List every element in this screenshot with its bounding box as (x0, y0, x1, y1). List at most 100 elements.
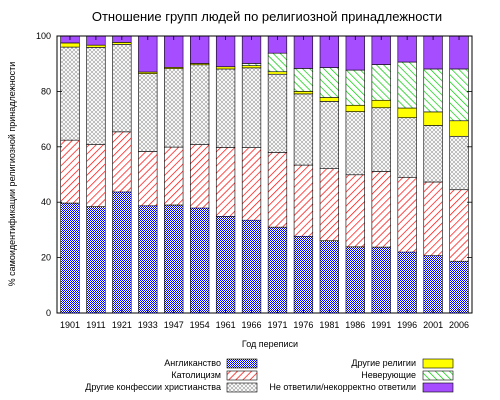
bar-segment-1976-3 (293, 91, 314, 95)
bar-segment-1986-4 (345, 69, 365, 106)
y-axis-label: % самоидентификации религиозной принадле… (7, 62, 17, 287)
bar-segment-2001-5 (423, 35, 443, 70)
bar-segment-2006-0 (449, 260, 469, 314)
bar-segment-2001-4 (423, 68, 443, 113)
bar-segment-1901-2 (60, 46, 80, 141)
bar-segment-2006-5 (449, 35, 469, 70)
y-tick-label: 40 (41, 197, 51, 207)
legend-swatch (226, 370, 258, 381)
bar-segment-1966-0 (241, 219, 262, 314)
x-tick-label: 1961 (216, 320, 236, 330)
bar-segment-1966-4 (241, 63, 262, 66)
bar-segment-1976-2 (293, 93, 314, 166)
bar-segment-1954-0 (190, 207, 210, 314)
bar-segment-1971-2 (267, 73, 288, 153)
x-tick-label: 1996 (397, 320, 417, 330)
bar-segment-1901-3 (60, 42, 80, 48)
plot-frame (56, 35, 473, 314)
bar-segment-1976-0 (293, 235, 314, 314)
bar-segment-1981-0 (319, 240, 339, 314)
legend-item: Другие религии (351, 358, 454, 369)
bar-segment-1996-0 (397, 251, 417, 314)
bar-segment-1947-1 (164, 146, 184, 206)
bar-segment-1933-1 (138, 151, 158, 207)
y-tick-label: 80 (41, 86, 51, 96)
bar-segment-1947-2 (164, 68, 184, 148)
y-tick-label: 60 (41, 142, 51, 152)
bar-segment-1971-0 (267, 226, 288, 314)
bar-segment-1996-2 (397, 117, 417, 178)
bar-segment-1911-1 (86, 144, 106, 207)
legend-label: Другие религии (351, 358, 416, 368)
x-tick-label: 1933 (138, 320, 158, 330)
bar-segment-1921-1 (112, 131, 132, 193)
legend-swatch (422, 382, 454, 393)
bar-segment-1911-0 (86, 206, 106, 314)
legend-swatch (226, 382, 258, 393)
y-tick-label: 20 (41, 253, 51, 263)
x-tick-label: 1921 (112, 320, 132, 330)
legend-item: Другие конфессии христианства (85, 382, 258, 393)
bar-segment-2006-4 (449, 68, 469, 122)
legend-label: Англиканство (164, 358, 221, 368)
bar-segment-1954-2 (190, 64, 210, 145)
chart-title: Отношение групп людей по религиозной при… (92, 9, 442, 24)
bar-segment-1991-4 (371, 64, 391, 101)
bar-segment-2001-1 (423, 181, 443, 256)
bar-segment-2006-1 (449, 189, 469, 262)
bar-segment-1921-2 (112, 44, 132, 133)
bar-segment-1947-5 (164, 35, 184, 68)
x-tick-label: 2006 (449, 320, 469, 330)
bar-segment-1921-0 (112, 191, 132, 314)
bar-segment-1991-2 (371, 107, 391, 172)
bar-segment-1933-2 (138, 73, 158, 152)
bar-segment-1986-3 (345, 104, 365, 112)
legend-label: Другие конфессии христианства (85, 382, 221, 392)
bar-segment-1991-1 (371, 171, 391, 248)
bar-segment-1976-1 (293, 164, 314, 237)
x-axis: 1901 1911 1921 1933 1947 1954 1961 1966 1971 1976… (60, 36, 469, 330)
bar-segment-1911-3 (86, 44, 106, 48)
x-tick-label: 1981 (319, 320, 339, 330)
bar-segment-1996-1 (397, 176, 417, 253)
bar-segment-1986-1 (345, 174, 365, 248)
bar-segment-1947-0 (164, 204, 184, 314)
bar-segment-2006-3 (449, 120, 469, 137)
bar-segment-1981-3 (319, 97, 339, 102)
y-axis: 0 20 40 60 80 100 (36, 31, 472, 318)
x-tick-label: 2001 (423, 320, 443, 330)
bar-segment-1911-2 (86, 47, 106, 145)
bar-segment-1961-2 (215, 68, 236, 148)
bar-segment-1986-2 (345, 111, 365, 176)
bar-segment-1966-1 (241, 147, 262, 221)
x-axis-label: Год переписи (242, 339, 298, 349)
legend-label: Неверующие (361, 370, 416, 380)
legend: Англиканство Католицизм Другие конфессии х… (85, 358, 454, 393)
bar-segment-2001-0 (423, 255, 443, 314)
bar-segment-2006-2 (449, 135, 469, 191)
bar-segment-1966-2 (241, 67, 262, 148)
bar-segment-1901-0 (60, 202, 80, 314)
bar-segment-2001-3 (423, 111, 443, 126)
x-tick-label: 1954 (190, 320, 210, 330)
legend-item: Католицизм (171, 370, 258, 381)
bar-segment-1961-1 (215, 147, 236, 217)
y-tick-label: 0 (46, 308, 51, 318)
bar-segment-1996-3 (397, 107, 417, 119)
bar-segment-1954-1 (190, 144, 210, 209)
bar-segment-1991-3 (371, 99, 391, 109)
legend-label: Не ответили/некорректно ответили (269, 382, 416, 392)
legend-item: Не ответили/некорректно ответили (269, 382, 454, 393)
bar-segment-1986-5 (345, 35, 365, 71)
bar-segment-1933-0 (138, 205, 158, 314)
bar-segment-1991-0 (371, 246, 391, 314)
legend-item: Неверующие (361, 370, 454, 381)
bar-segment-1981-5 (319, 35, 339, 68)
legend-swatch (226, 358, 258, 369)
bar-segment-1966-3 (241, 65, 262, 69)
bar-segment-1976-4 (293, 68, 314, 92)
x-tick-label: 1901 (60, 320, 80, 330)
x-tick-label: 1976 (293, 320, 313, 330)
x-tick-label: 1947 (164, 320, 184, 330)
